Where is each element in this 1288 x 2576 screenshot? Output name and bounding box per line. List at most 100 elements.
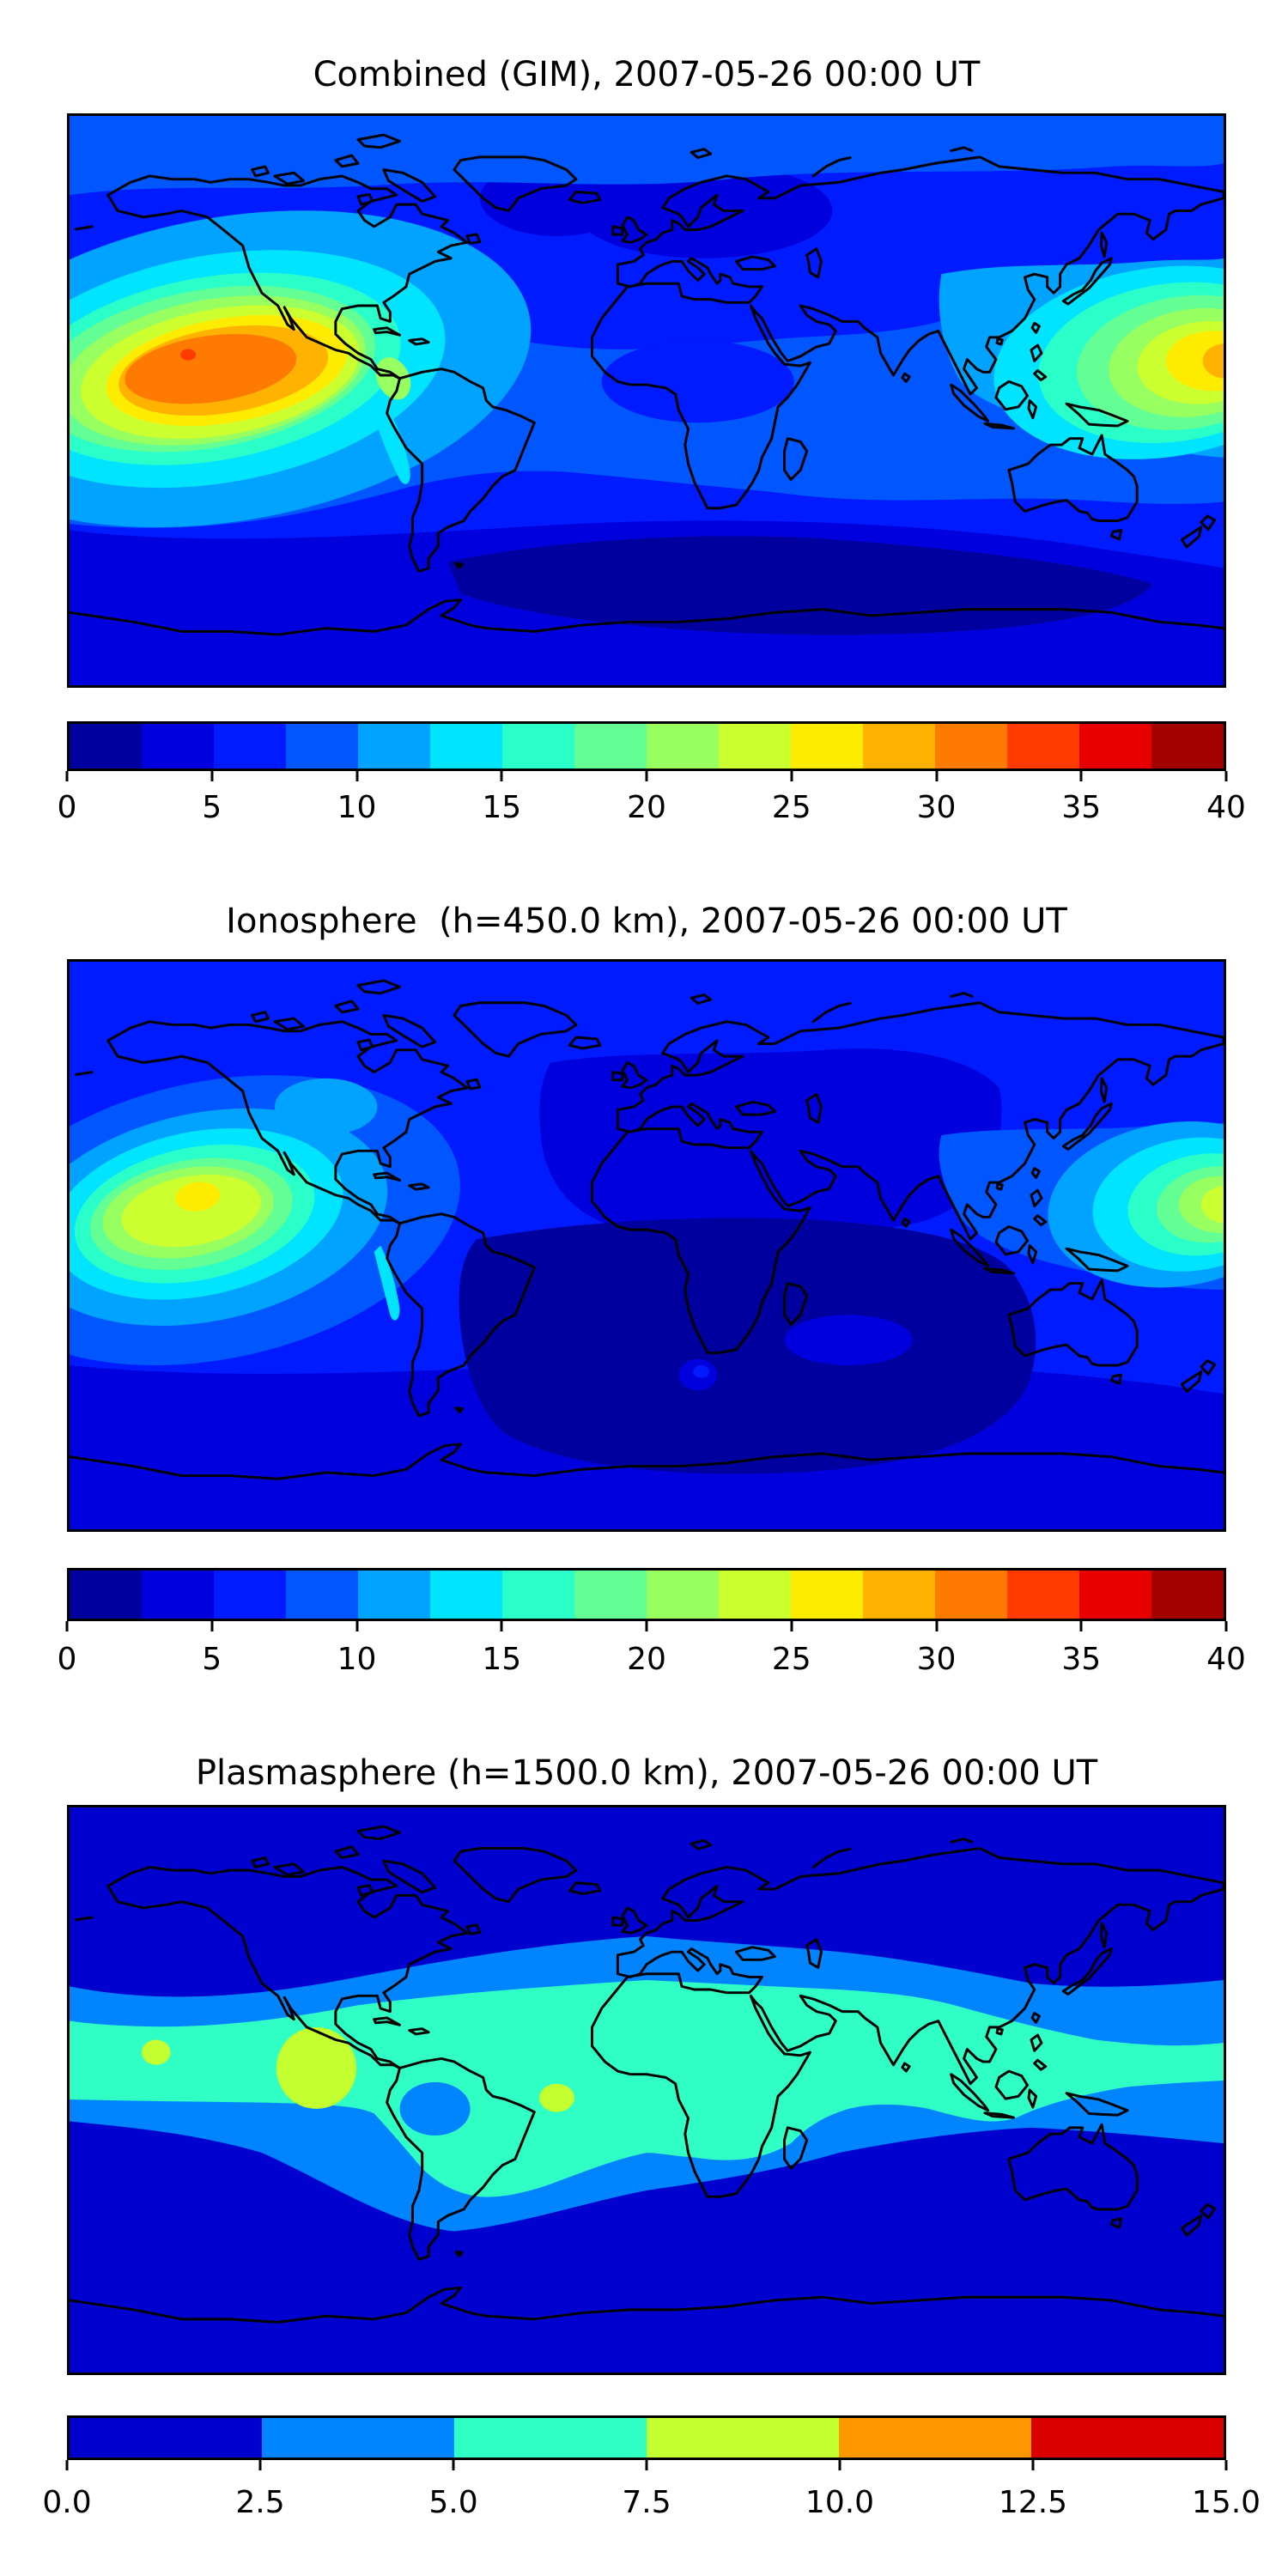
- colorbar-segment: [863, 1571, 935, 1619]
- coastline-path: [690, 993, 713, 1005]
- coastline-path: [465, 1923, 482, 1935]
- coastline-path: [1007, 2123, 1139, 2211]
- colorbar-tick-mark: [65, 771, 69, 781]
- colorbar-tick-label: 15: [482, 1642, 522, 1677]
- contour-region: [538, 2083, 574, 2112]
- colorbar-tick-labels-plasmasphere: 0.0 2.5 5.0 7.5 10.0 12.5 15.0: [42, 2485, 1261, 2523]
- colorbar-tick-mark: [210, 1621, 214, 1631]
- coastline-path: [382, 1859, 437, 1894]
- coastline-path: [453, 155, 578, 212]
- colorbar-segment: [70, 724, 142, 769]
- coastline-path: [568, 1881, 602, 1895]
- coastline-path: [950, 1228, 990, 1267]
- coastline-path: [334, 1845, 360, 1859]
- coastline-path: [611, 225, 624, 236]
- colorbar-tick-mark: [65, 2460, 69, 2470]
- contour-region: [375, 357, 411, 400]
- colorbar-segment: [1007, 1571, 1079, 1619]
- coastline-path: [356, 979, 402, 995]
- coastline-path: [251, 1011, 270, 1024]
- contour-region: [601, 340, 794, 423]
- coastline-path: [1109, 529, 1123, 541]
- colorbar-segment: [142, 1571, 214, 1619]
- coastline-path: [811, 1847, 852, 1868]
- coastline-path: [1007, 1279, 1139, 1367]
- coastline-path: [454, 1406, 464, 1414]
- colorbar-tick-labels-ionosphere: 0 5 10 15 20 25 30 35 40: [58, 1642, 1246, 1680]
- coastline-path: [74, 225, 94, 231]
- contour-region: [374, 1245, 400, 1321]
- coastline-path: [1030, 1167, 1041, 1180]
- contour-region: [399, 2081, 471, 2136]
- contour-region: [276, 2026, 357, 2109]
- colorbar-segment: [1079, 1571, 1151, 1619]
- coastline-path: [1200, 1359, 1217, 1376]
- coastline-path: [106, 174, 469, 380]
- coastline-path: [735, 255, 776, 271]
- colorbar-segment: [574, 1571, 647, 1619]
- coastline-path: [382, 168, 437, 203]
- contour-region: [125, 333, 297, 404]
- colorbar-segment: [430, 1571, 502, 1619]
- colorbar-segment: [214, 1571, 286, 1619]
- coastline-path: [1027, 399, 1038, 420]
- coastline-path: [454, 562, 464, 569]
- coastline-path: [591, 155, 1224, 510]
- colorbar-tick-label: 0: [57, 790, 77, 825]
- colorbar-tick-mark: [1224, 771, 1228, 781]
- coastline-path: [690, 148, 713, 160]
- colorbar-tick-label: 20: [627, 1642, 666, 1677]
- coastline-path: [591, 1847, 1224, 2198]
- colorbar-tick-label: 15.0: [1191, 2485, 1261, 2520]
- colorbar-segment: [719, 724, 791, 769]
- coastline-path: [356, 192, 374, 206]
- colorbar-segment: [719, 1571, 791, 1619]
- colorbar-segment: [70, 2418, 262, 2458]
- panel-plasmasphere-title: Plasmasphere (h=1500.0 km), 2007-05-26 0…: [195, 1753, 1098, 1793]
- colorbar-tick-mark: [1079, 771, 1083, 781]
- coastline-path: [901, 1217, 911, 1228]
- contour-region: [693, 1365, 709, 1378]
- coastline-path: [386, 1212, 536, 1418]
- colorbar-tick-label: 35: [1061, 1642, 1102, 1677]
- map-combined: [67, 113, 1226, 688]
- coastline-path: [1109, 1373, 1123, 1385]
- contour-region: [539, 1048, 1002, 1234]
- coastline-path: [74, 1071, 94, 1076]
- contour-region: [142, 2039, 171, 2065]
- colorbar-tick-label: 30: [916, 790, 957, 825]
- colorbar-segment: [502, 1571, 574, 1619]
- colorbar-tick-label: 5: [202, 790, 222, 825]
- coastline-path: [106, 1865, 469, 2069]
- coastline-path: [1180, 1370, 1203, 1393]
- contour-region: [175, 1182, 221, 1212]
- coastline-path: [621, 1906, 648, 1935]
- colorbar-tick-label: 20: [627, 790, 666, 825]
- contour-region: [70, 116, 1224, 196]
- coastline-path: [356, 1825, 402, 1841]
- coastline-path: [994, 380, 1030, 411]
- coastline-path: [1027, 1244, 1038, 1265]
- coastline-path: [386, 2057, 536, 2261]
- colorbar-ticks-ionosphere: [65, 1621, 1228, 1631]
- colorbar-segment: [791, 1571, 863, 1619]
- contour-region: [1200, 1185, 1224, 1224]
- contour-region: [70, 1980, 1224, 2197]
- colorbar-tick-mark: [355, 1621, 358, 1631]
- colorbar-tick-label: 12.5: [998, 2485, 1068, 2520]
- colorbar-segment: [262, 2418, 454, 2458]
- colorbar-tick-label: 0.0: [42, 2485, 92, 2520]
- coastline-path: [1065, 2092, 1129, 2117]
- coastline-path: [356, 133, 402, 149]
- coastline-path: [950, 1838, 974, 1844]
- coastlines: [70, 979, 1224, 1480]
- coastline-path: [356, 1884, 374, 1897]
- colorbar-tick-label: 0: [57, 1642, 77, 1677]
- coastline-path: [273, 1862, 306, 1877]
- coastline-path: [805, 1092, 823, 1124]
- world-contour-map-combined: [70, 116, 1224, 685]
- contour-region: [1165, 331, 1224, 392]
- coastline-path: [1030, 321, 1041, 334]
- coastline-path: [983, 2111, 1015, 2119]
